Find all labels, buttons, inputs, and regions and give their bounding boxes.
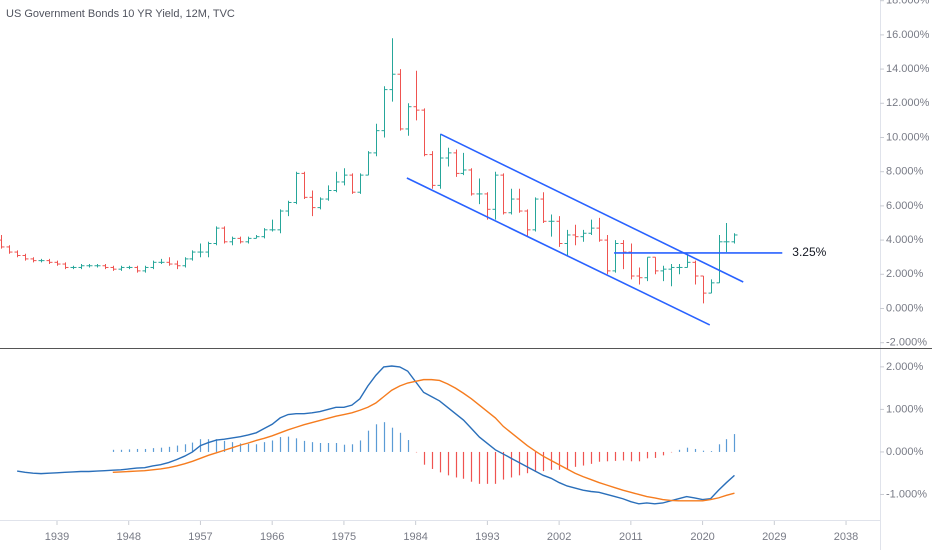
y-tick-label: 18.000% — [886, 0, 930, 7]
y-tick-label: 12.000% — [886, 97, 930, 109]
y-tick-label: 16.000% — [886, 29, 930, 41]
y-tick-label: 1.000% — [886, 403, 924, 415]
y-tick-label: 14.000% — [886, 63, 930, 75]
horizontal-line-label: 3.25% — [792, 245, 826, 259]
y-tick-label: 2.000% — [886, 268, 924, 280]
y-tick-label: -2.000% — [886, 337, 927, 349]
x-tick-label: 2038 — [834, 531, 858, 543]
x-tick-label: 1975 — [332, 531, 356, 543]
y-tick-label: 0.000% — [886, 302, 924, 314]
indicator-line — [17, 365, 735, 505]
x-tick-label: 1939 — [45, 531, 69, 543]
trend-line — [406, 177, 711, 326]
x-tick-label: 2020 — [690, 531, 714, 543]
y-tick-label: 4.000% — [886, 234, 924, 246]
x-tick-label: 1984 — [403, 531, 427, 543]
y-tick-label: 10.000% — [886, 131, 930, 143]
y-tick-label: 8.000% — [886, 166, 924, 178]
y-tick-label: 0.000% — [886, 446, 924, 458]
x-tick-label: 2029 — [762, 531, 786, 543]
chart-title: US Government Bonds 10 YR Yield, 12M, TV… — [6, 8, 235, 20]
x-tick-label: 1957 — [188, 531, 212, 543]
y-tick-label: 2.000% — [886, 361, 924, 373]
x-tick-label: 1993 — [475, 531, 499, 543]
trend-line — [440, 133, 744, 283]
y-tick-label: 6.000% — [886, 200, 924, 212]
x-tick-label: 1948 — [116, 531, 140, 543]
indicator-line — [112, 378, 735, 502]
x-tick-label: 1966 — [260, 531, 284, 543]
x-tick-label: 2011 — [619, 531, 643, 543]
y-tick-label: -1.000% — [886, 488, 927, 500]
x-tick-label: 2002 — [547, 531, 571, 543]
